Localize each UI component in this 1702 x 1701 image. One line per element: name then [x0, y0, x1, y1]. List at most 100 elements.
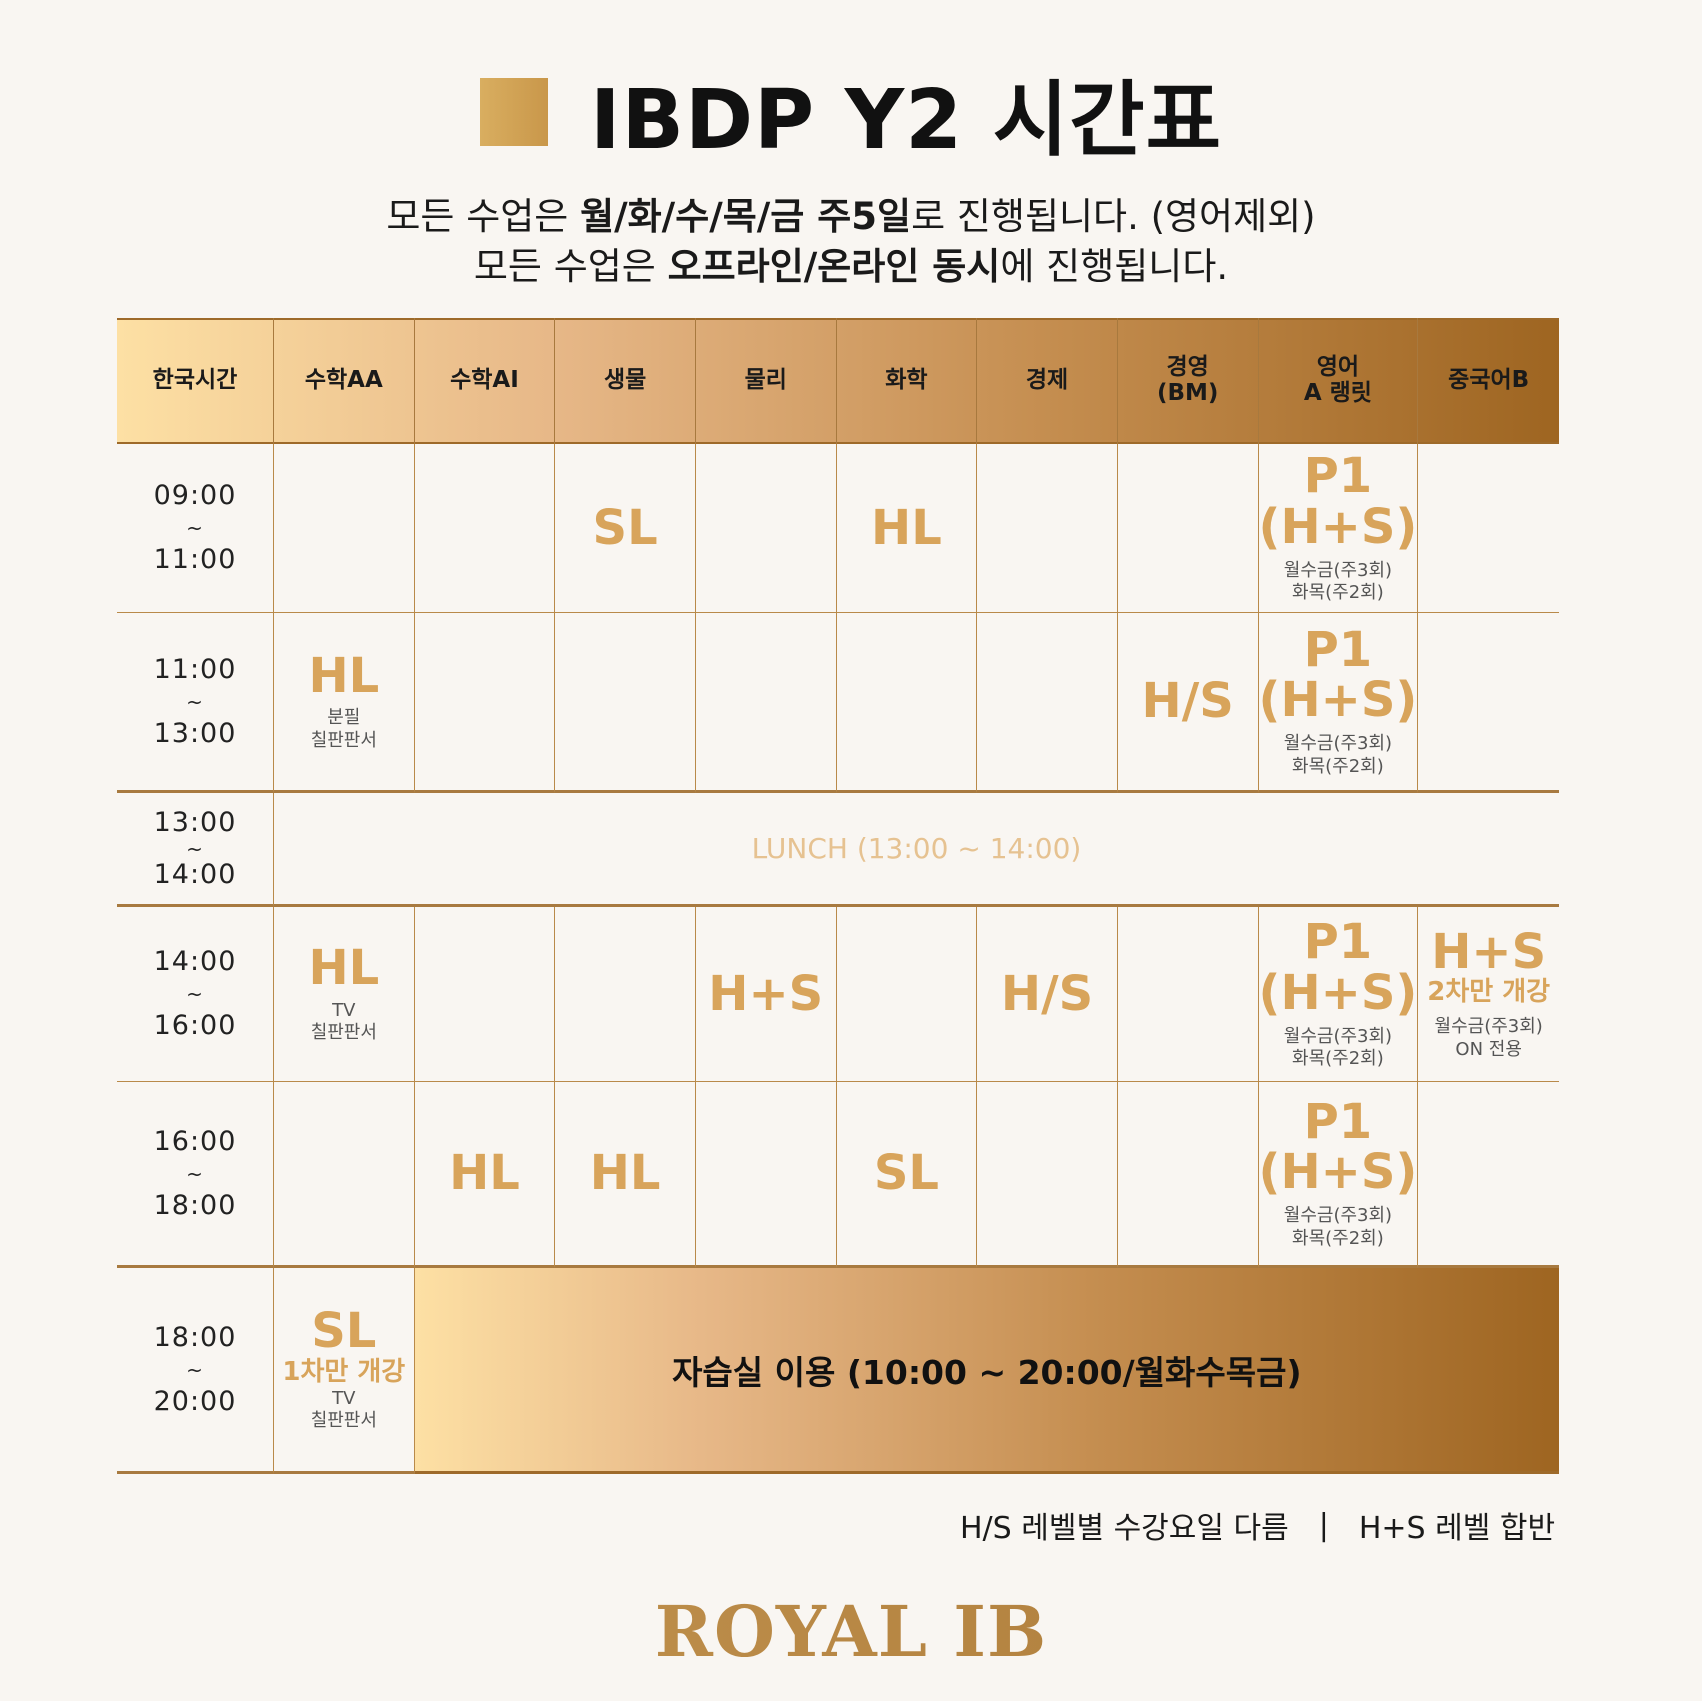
level-label: SL: [311, 1303, 377, 1360]
time-tilde: ~: [186, 689, 204, 714]
table-cell: [1117, 444, 1259, 613]
header-band: [117, 318, 1559, 444]
table-cell: [977, 1082, 1118, 1268]
legend-item-hs-combined: H+S 레벨 합반: [1358, 1511, 1556, 1546]
table-cell: [555, 613, 696, 793]
level-label: P1 (H+S): [1258, 914, 1418, 1021]
table-cell: [555, 907, 696, 1082]
table-cell: [1418, 444, 1559, 613]
table-cell: [695, 613, 837, 793]
table-cell: SL: [555, 444, 696, 613]
table-cell: [1418, 1082, 1559, 1268]
subtitle-1-pre: 모든 수업은: [386, 195, 581, 238]
table-cell: P1 (H+S) 월수금(주3회) 화목(주2회): [1258, 613, 1419, 793]
table-cell: P1 (H+S) 월수금(주3회) 화목(주2회): [1258, 444, 1419, 613]
table-cell: [1418, 613, 1559, 793]
level-label: P1 (H+S): [1258, 621, 1418, 728]
time-end: 20:00: [153, 1385, 237, 1417]
time-tilde: ~: [186, 1357, 204, 1382]
level-label: H+S: [708, 965, 824, 1022]
brand-logo: ROYAL IB: [0, 1590, 1702, 1673]
method-note: 분필 칠판판서: [310, 707, 377, 751]
method-note: TV 칠판판서: [310, 1387, 377, 1432]
legend-item-hs-split: H/S 레벨별 수강요일 다름: [960, 1511, 1289, 1546]
table-cell: H+S: [695, 907, 837, 1082]
time-end: 16:00: [153, 1010, 237, 1041]
legend-separator: |: [1318, 1507, 1329, 1543]
time-start: 09:00: [153, 480, 237, 512]
title-row: IBDP Y2 시간표: [0, 62, 1702, 168]
table-cell: [1117, 907, 1259, 1082]
subtitle-2-post: 에 진행됩니다.: [1000, 245, 1229, 288]
time-slot-5: 16:00 ~18:00: [117, 1082, 274, 1268]
table-cell: HL TV 칠판판서: [274, 907, 415, 1082]
subtitle-1-bold: 월/화/수/목/금 주5일: [580, 195, 912, 238]
header-korea-time: 한국시간: [117, 318, 274, 444]
level-label: HL: [308, 940, 380, 997]
legend: H/S 레벨별 수강요일 다름 | H+S 레벨 합반: [960, 1503, 1580, 1547]
subtitle-line-1: 모든 수업은 월/화/수/목/금 주5일로 진행됩니다. (영어제외): [0, 186, 1702, 240]
time-slot-4: 14:00 ~16:00: [117, 907, 274, 1082]
header-economics: 경제: [977, 318, 1118, 444]
table-cell: [695, 444, 837, 613]
time-tilde: ~: [186, 1161, 204, 1186]
subtitle-2-pre: 모든 수업은: [473, 245, 668, 288]
level-label: HL: [871, 499, 942, 556]
header-biology: 생물: [555, 318, 696, 444]
level-label: HL: [308, 647, 380, 704]
level-label: P1 (H+S): [1258, 448, 1418, 555]
table-cell: [414, 613, 556, 793]
table-cell: HL: [836, 444, 978, 613]
time-tilde: ~: [186, 836, 204, 861]
opening-note: 2차만 개강: [1427, 977, 1551, 1008]
subtitle-2-bold: 오프라인/온라인 동시: [667, 245, 1001, 288]
table-cell: [414, 907, 556, 1082]
table-cell: SL: [836, 1082, 978, 1268]
header-math-aa: 수학AA: [274, 318, 415, 444]
table-cell: P1 (H+S) 월수금(주3회) 화목(주2회): [1258, 1082, 1419, 1268]
time-tilde: ~: [186, 516, 204, 540]
table-cell: [414, 444, 556, 613]
table-cell: H/S: [977, 907, 1118, 1082]
level-label: H/S: [1000, 965, 1094, 1022]
level-label: SL: [873, 1145, 939, 1202]
header-physics: 물리: [696, 318, 837, 444]
title-square-icon: [479, 78, 548, 146]
time-start: 14:00: [153, 946, 237, 978]
header-business: 경영 (BM): [1118, 318, 1259, 444]
level-label: H/S: [1141, 673, 1234, 730]
time-slot-1: 09:00 ~11:00: [117, 444, 274, 613]
time-slot-2: 11:00 ~13:00: [117, 613, 274, 793]
header-math-ai: 수학AI: [415, 318, 556, 444]
level-label: SL: [592, 499, 658, 556]
level-label: P1 (H+S): [1258, 1093, 1418, 1200]
schedule-note: 월수금(주3회) ON 전용: [1434, 1016, 1543, 1060]
table-cell: [977, 444, 1118, 613]
time-end: 13:00: [153, 717, 237, 749]
study-room-band: 자습실 이용 (10:00 ~ 20:00/월화수목금): [414, 1268, 1559, 1474]
level-label: H+S: [1431, 923, 1547, 980]
time-end: 18:00: [153, 1189, 237, 1221]
time-tilde: ~: [186, 982, 204, 1006]
subtitle-line-2: 모든 수업은 오프라인/온라인 동시에 진행됩니다.: [0, 236, 1702, 290]
page-title: IBDP Y2 시간표: [589, 72, 1223, 168]
level-label: HL: [589, 1145, 661, 1202]
schedule-note: 월수금(주3회) 화목(주2회): [1283, 733, 1393, 777]
table-cell: HL 분필 칠판판서: [274, 613, 415, 793]
table-cell: H/S: [1117, 613, 1259, 793]
table-cell: [1117, 1082, 1259, 1268]
time-start: 18:00: [153, 1321, 237, 1353]
time-end: 14:00: [153, 858, 237, 890]
timetable: 한국시간 수학AA 수학AI 생물 물리 화학 경제 경영 (BM) 영어 A …: [117, 318, 1559, 1474]
table-cell: [836, 907, 978, 1082]
header-english: 영어 A 랭릿: [1259, 318, 1419, 444]
table-cell: SL 1차만 개강 TV 칠판판서: [274, 1268, 415, 1474]
subtitle-1-post: 로 진행됩니다. (영어제외): [911, 195, 1316, 238]
table-cell: HL: [555, 1082, 696, 1268]
time-slot-3: 13:00 ~14:00: [117, 793, 274, 907]
header-chemistry: 화학: [837, 318, 978, 444]
time-start: 16:00: [153, 1125, 237, 1157]
level-label: HL: [449, 1145, 520, 1202]
schedule-note: 월수금(주3회) 화목(주2회): [1283, 1205, 1393, 1249]
opening-note: 1차만 개강: [282, 1356, 406, 1387]
